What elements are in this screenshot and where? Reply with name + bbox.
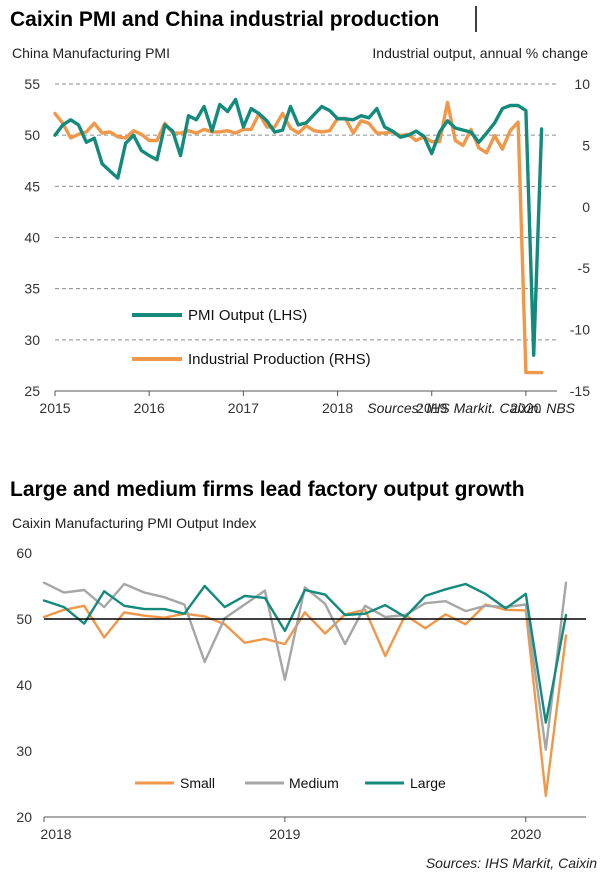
legend-label-small: Small [180, 775, 215, 791]
top-right-tick-labels: -15 -10 -5 0 5 10 [570, 76, 590, 399]
bottom-series-lines [42, 581, 586, 798]
bottom-x-tick-labels: 2018 2019 2020 [40, 817, 542, 842]
bottom-axis-title: Caixin Manufacturing PMI Output Index [12, 515, 256, 531]
series-line-medium [42, 581, 568, 751]
legend-label-pmi-output: PMI Output (LHS) [188, 307, 307, 324]
bottom-y-tick-30: 30 [16, 743, 32, 759]
bottom-y-tick-40: 40 [16, 677, 32, 693]
bottom-y-tick-50: 50 [16, 611, 32, 627]
top-x-tick-2017: 2017 [228, 400, 259, 416]
top-x-tick-2019: 2019 [416, 400, 447, 416]
left-tick-35: 35 [24, 281, 40, 297]
series-line-industrial-production-rhs [53, 100, 544, 375]
bottom-x-tick-2018: 2018 [40, 826, 71, 842]
top-x-tick-2018: 2018 [322, 400, 353, 416]
top-x-tick-2016: 2016 [134, 400, 165, 416]
top-gridlines [55, 83, 557, 392]
series-line-pmi-output-lhs [53, 97, 544, 357]
right-tick-10: 10 [574, 76, 590, 92]
right-tick-15: -15 [570, 383, 590, 399]
bottom-y-tick-labels: 20 30 40 50 60 [16, 545, 32, 825]
bottom-chart-title: Large and medium firms lead factory outp… [10, 478, 525, 501]
right-tick-5: -5 [578, 260, 591, 276]
top-left-axis-title: China Manufacturing PMI [12, 45, 170, 61]
top-right-axis-title: Industrial output, annual % change [372, 45, 588, 61]
top-x-tick-2015: 2015 [39, 400, 70, 416]
left-tick-50: 50 [24, 127, 40, 143]
bottom-y-tick-20: 20 [16, 809, 32, 825]
right-tick-0: 0 [582, 199, 590, 215]
top-x-tick-labels: 2015 2016 2017 2018 2019 2020 [39, 391, 542, 416]
bottom-legend: Small Medium Large [135, 775, 446, 791]
left-tick-45: 45 [24, 178, 40, 194]
bottom-x-tick-2020: 2020 [510, 826, 541, 842]
top-x-tick-2020: 2020 [510, 400, 541, 416]
bottom-x-tick-2019: 2019 [269, 826, 300, 842]
top-chart-title: Caixin PMI and China industrial producti… [10, 8, 439, 31]
legend-label-industrial-production: Industrial Production (RHS) [188, 351, 371, 368]
legend-label-medium: Medium [289, 775, 339, 791]
series-line-small [42, 603, 568, 798]
top-source-note: Sources: IHS Markit. Caixin. NBS [367, 400, 575, 416]
right-tick-10: -10 [570, 322, 590, 338]
bottom-source-note: Sources: IHS Markit, Caixin [426, 855, 597, 871]
bottom-y-tick-60: 60 [16, 545, 32, 561]
left-tick-55: 55 [24, 76, 40, 92]
left-tick-40: 40 [24, 230, 40, 246]
top-series-lines [53, 97, 544, 375]
bottom-chart: Large and medium firms lead factory outp… [10, 478, 597, 871]
left-tick-25: 25 [24, 383, 40, 399]
top-legend: PMI Output (LHS) Industrial Production (… [132, 307, 371, 368]
series-line-large [42, 582, 568, 724]
left-tick-30: 30 [24, 332, 40, 348]
right-tick-5: 5 [582, 137, 590, 153]
top-left-tick-labels: 25 30 35 40 45 50 55 [24, 76, 40, 399]
top-chart: Caixin PMI and China industrial producti… [10, 6, 590, 416]
legend-label-large: Large [410, 775, 446, 791]
